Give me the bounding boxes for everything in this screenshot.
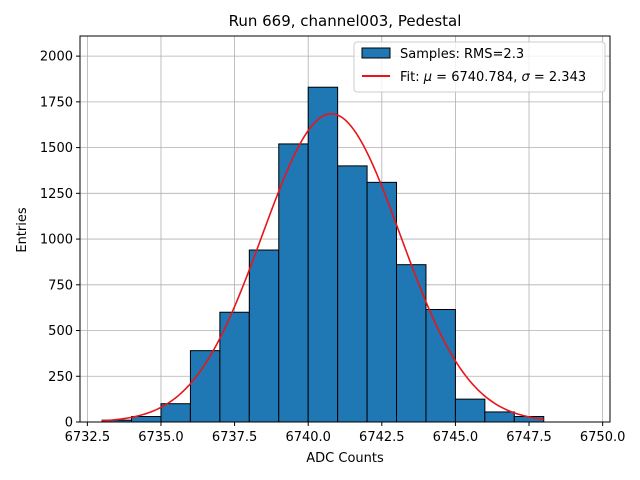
legend-patch-samples bbox=[361, 47, 391, 59]
histogram-bar-8 bbox=[337, 165, 368, 423]
histogram-bar-2 bbox=[160, 403, 191, 423]
histogram-bar-1 bbox=[131, 416, 162, 423]
histogram-bar-11 bbox=[425, 308, 456, 423]
y-tick-label-3: 750 bbox=[48, 278, 73, 293]
x-tick-label-7: 6750.0 bbox=[580, 430, 626, 445]
histogram-bar-4 bbox=[219, 311, 250, 423]
legend-fit-prefix: Fit: bbox=[400, 70, 424, 85]
y-tick-label-4: 1000 bbox=[40, 233, 73, 248]
legend-box bbox=[353, 41, 606, 93]
x-tick-label-0: 6732.5 bbox=[65, 430, 111, 445]
x-tick-label-2: 6737.5 bbox=[212, 430, 258, 445]
legend-label-samples: Samples: RMS=2.3 bbox=[400, 47, 524, 62]
x-tick-label-5: 6745.0 bbox=[433, 430, 479, 445]
legend-fit-sigma-value: = 2.343 bbox=[530, 70, 586, 85]
plot-frame bbox=[79, 35, 611, 423]
y-tick-label-1: 250 bbox=[48, 370, 73, 385]
y-tick-label-0: 0 bbox=[65, 416, 73, 431]
histogram-bars bbox=[101, 86, 545, 423]
y-tick-label-7: 1750 bbox=[40, 95, 73, 110]
histogram-bar-7 bbox=[307, 86, 339, 423]
x-axis-label: ADC Counts bbox=[306, 451, 384, 466]
x-tick-label-1: 6735.0 bbox=[138, 430, 184, 445]
legend-fit-mu-symbol: μ bbox=[423, 70, 432, 85]
chart-title: Run 669, channel003, Pedestal bbox=[229, 12, 462, 30]
y-tick-label-8: 2000 bbox=[40, 50, 73, 65]
y-axis-label: Entries bbox=[15, 207, 30, 253]
y-axis: 0 250 500 750 1000 1250 1500 1750 2000 bbox=[40, 50, 80, 431]
fit-curve bbox=[102, 112, 544, 422]
histogram-bar-13 bbox=[484, 411, 515, 423]
y-tick-label-5: 1250 bbox=[40, 187, 73, 202]
legend: Samples: RMS=2.3 Fit: μ = 6740.784, σ = … bbox=[353, 41, 606, 93]
legend-fit-mu-value: = 6740.784, bbox=[432, 70, 521, 85]
histogram-bar-9 bbox=[366, 181, 398, 423]
histogram-bar-3 bbox=[189, 350, 221, 423]
histogram-bar-12 bbox=[454, 398, 486, 423]
y-tick-label-2: 500 bbox=[48, 324, 73, 339]
y-tick-label-6: 1500 bbox=[40, 141, 73, 156]
legend-label-fit: Fit: μ = 6740.784, σ = 2.343 bbox=[400, 70, 586, 85]
histogram-bar-5 bbox=[248, 249, 280, 423]
x-axis: 6732.5 6735.0 6737.5 6740.0 6742.5 6745.0 6747… bbox=[65, 422, 626, 445]
histogram-bar-10 bbox=[396, 264, 427, 423]
x-tick-label-3: 6740.0 bbox=[285, 430, 331, 445]
x-tick-label-6: 6747.5 bbox=[506, 430, 552, 445]
histogram-bar-6 bbox=[278, 143, 309, 423]
legend-fit-sigma-symbol: σ bbox=[522, 70, 531, 85]
x-tick-label-4: 6742.5 bbox=[359, 430, 405, 445]
fit-curve-group bbox=[102, 112, 544, 422]
